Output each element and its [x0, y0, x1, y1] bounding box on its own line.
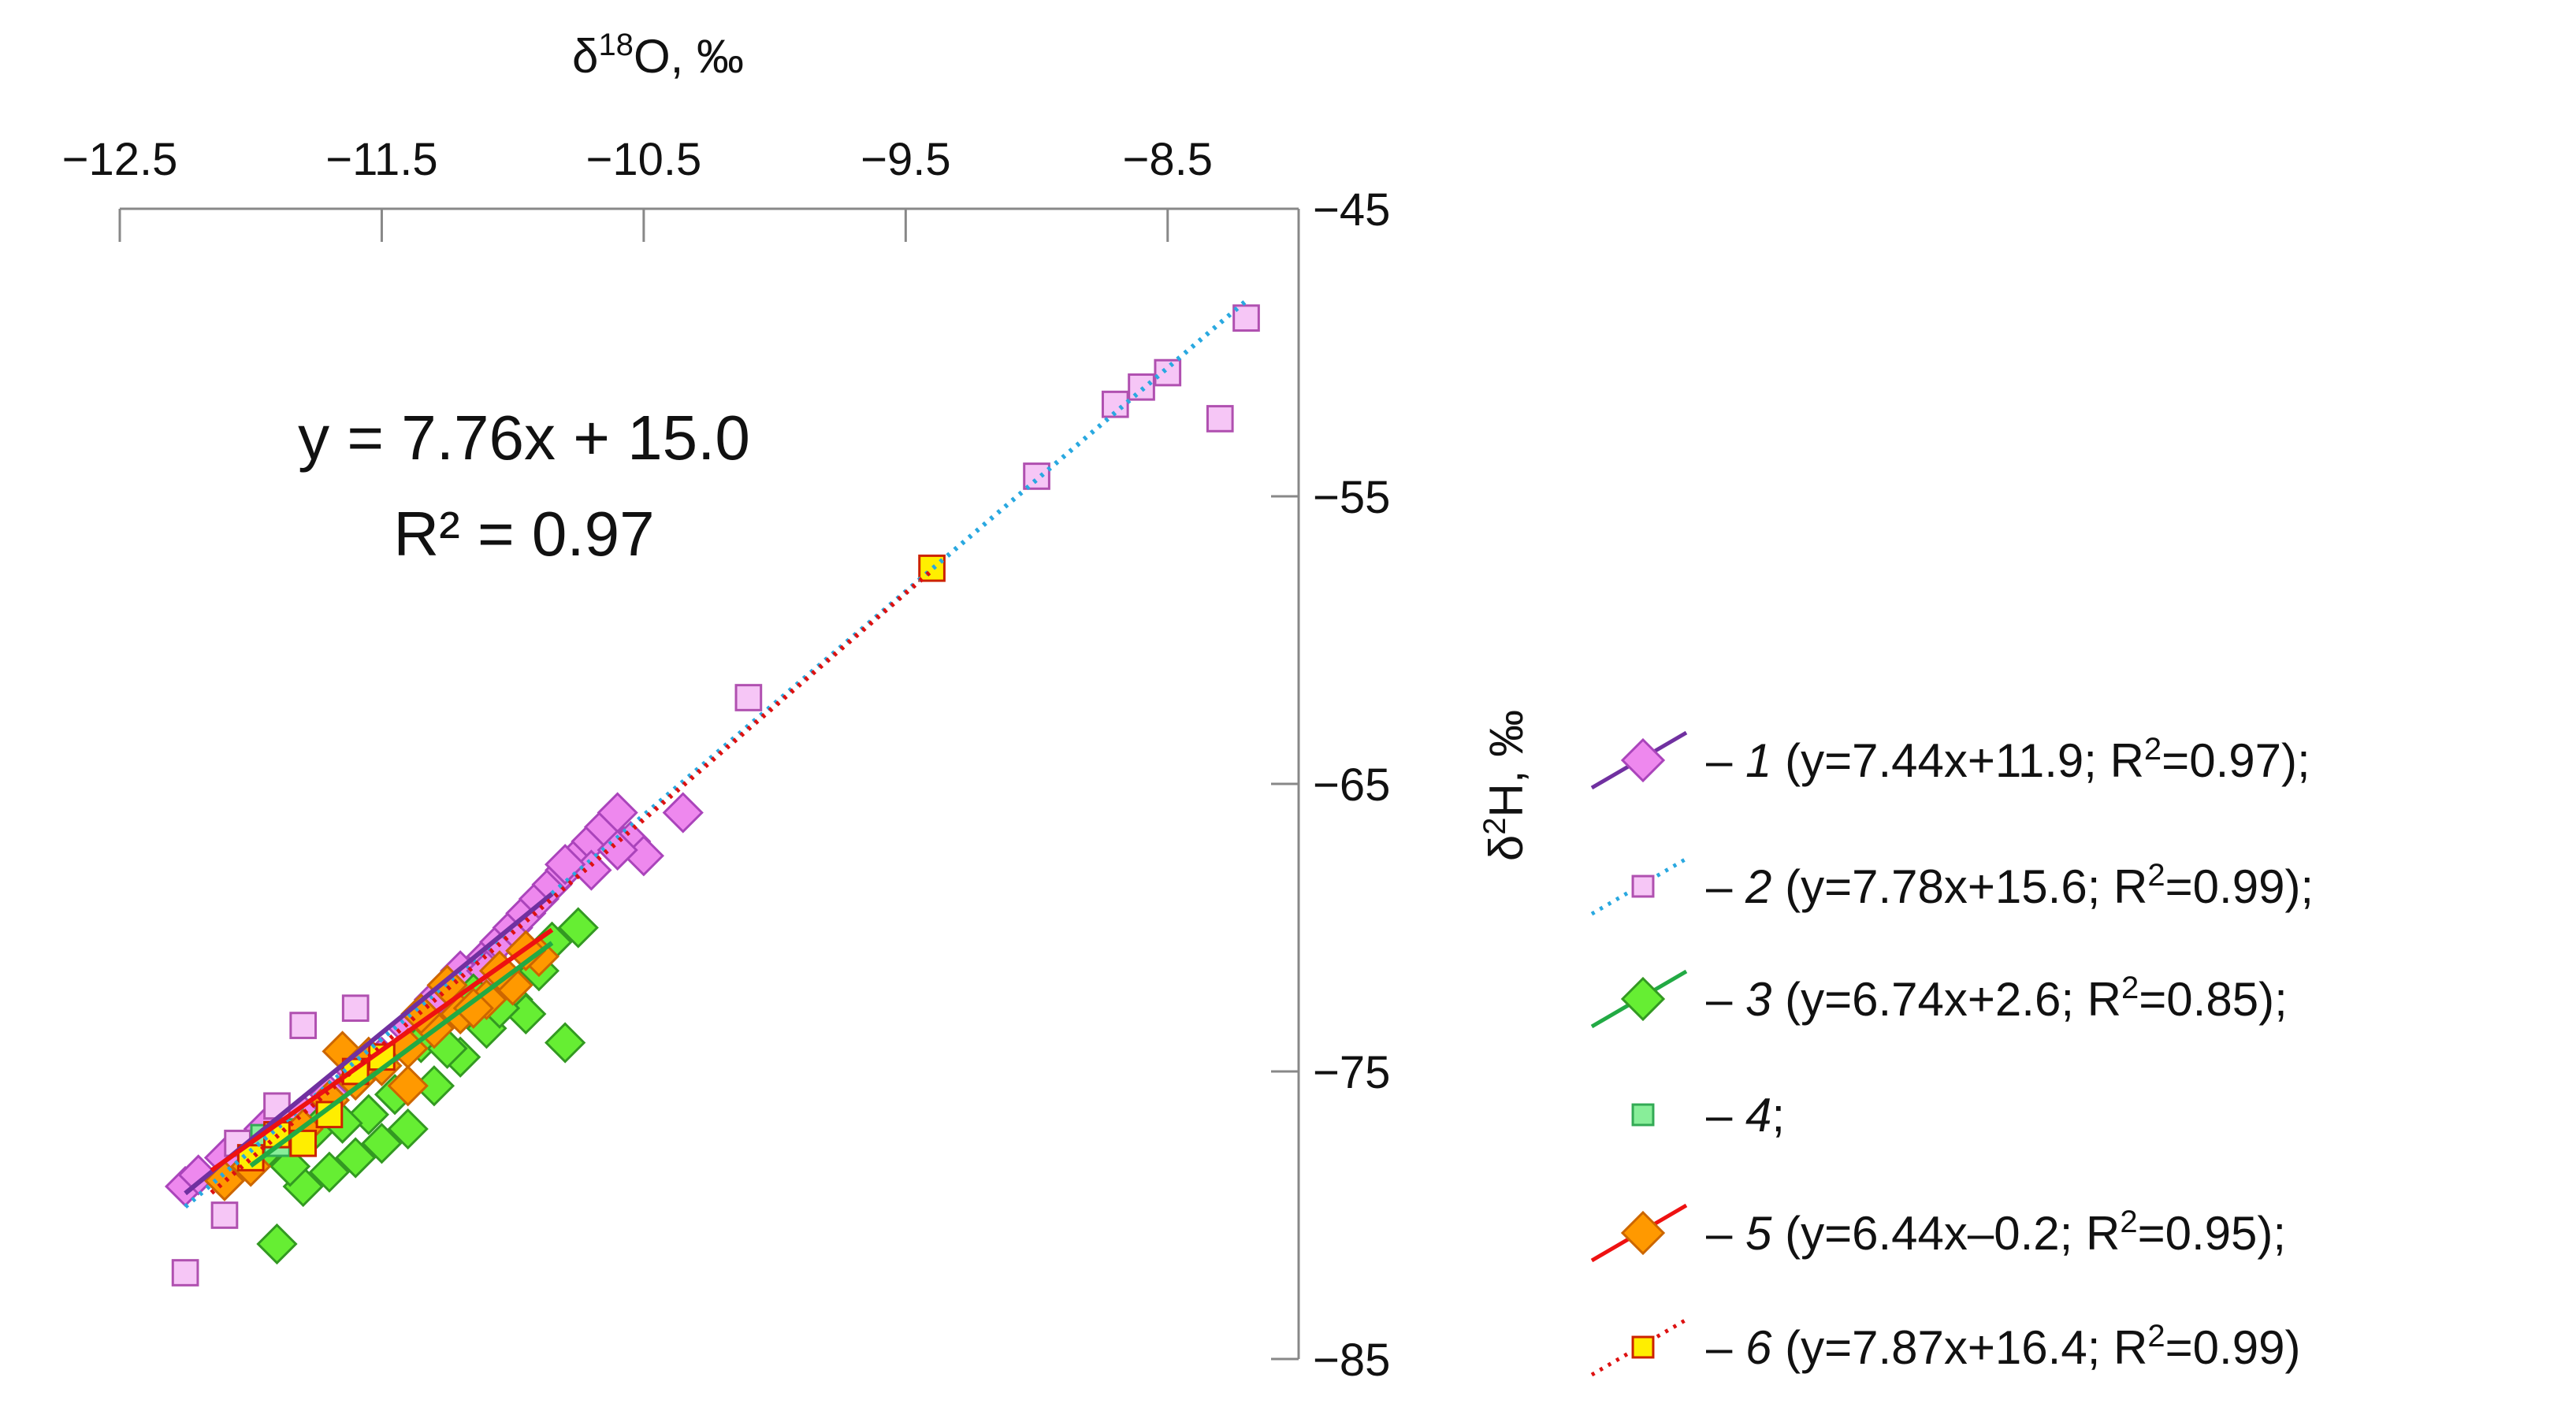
legend-label: – 3 (y=6.74x+2.6; R2=0.85);	[1706, 971, 2288, 1026]
y-axis-title: δ2H, ‰	[1478, 710, 1533, 861]
data-point	[171, 1259, 199, 1287]
x-axis-title-sup: 18	[598, 28, 634, 62]
x-tick-label: −12.5	[62, 134, 178, 185]
y-tick-label: −75	[1313, 1047, 1390, 1098]
plot-area	[164, 299, 1260, 1287]
legend-item-1: – 1 (y=7.44x+11.9; R2=0.97);	[1590, 730, 2310, 790]
data-point	[557, 907, 599, 949]
data-point	[1206, 405, 1234, 433]
legend-label: – 1 (y=7.44x+11.9; R2=0.97);	[1706, 732, 2310, 787]
data-point	[335, 1137, 377, 1179]
data-point	[734, 684, 763, 711]
data-point	[263, 1092, 291, 1120]
data-point	[918, 554, 946, 582]
data-point	[387, 1065, 429, 1107]
y-axis-title-sup: 2	[1478, 818, 1512, 835]
data-point	[387, 1108, 429, 1150]
legend-label: – 4;	[1706, 1089, 1785, 1142]
legend-marker	[1631, 874, 1655, 898]
legend: – 1 (y=7.44x+11.9; R2=0.97); – 2 (y=7.78x…	[1590, 730, 2314, 1377]
x-axis: −12.5 −11.5 −10.5 −9.5 −8.5	[62, 134, 1299, 242]
series-2-points	[171, 304, 1260, 1287]
overall-equation-line2: R² = 0.97	[393, 499, 654, 569]
y-tick-label: −55	[1313, 472, 1390, 523]
data-point	[308, 1151, 351, 1193]
data-point	[452, 987, 494, 1029]
overall-equation: y = 7.76x + 15.0 R² = 0.97	[298, 403, 750, 569]
legend-item-6: – 6 (y=7.87x+16.4; R2=0.99)	[1590, 1317, 2300, 1377]
legend-marker	[1631, 1103, 1655, 1127]
x-tick-label: −11.5	[325, 134, 437, 185]
y-axis-title-rest: H, ‰	[1480, 710, 1533, 818]
y-tick-label: −45	[1313, 184, 1390, 236]
x-tick-label: −9.5	[861, 134, 951, 185]
trend-line-series-5	[210, 927, 554, 1173]
legend-item-3: – 3 (y=6.74x+2.6; R2=0.85);	[1590, 969, 2288, 1029]
legend-marker	[1620, 737, 1666, 783]
x-tick-label: −8.5	[1123, 134, 1214, 185]
trend-line-series-3	[249, 941, 554, 1168]
y-axis-title-main: δ	[1480, 835, 1533, 861]
x-axis-title-rest: O, ‰	[634, 30, 744, 83]
y-tick-label: −85	[1313, 1335, 1390, 1386]
data-point	[662, 792, 704, 834]
y-tick-label: −65	[1313, 759, 1390, 811]
data-point	[1154, 358, 1182, 387]
legend-marker	[1620, 976, 1666, 1022]
data-point	[341, 994, 370, 1023]
data-point	[1023, 462, 1050, 490]
legend-label: – 5 (y=6.44x–0.2; R2=0.95);	[1706, 1205, 2286, 1260]
legend-label: – 2 (y=7.78x+15.6; R2=0.99);	[1706, 858, 2314, 913]
x-tick-label: −10.5	[586, 134, 702, 185]
data-point	[256, 1223, 298, 1265]
overall-equation-line1: y = 7.76x + 15.0	[298, 403, 750, 473]
data-point	[545, 1022, 586, 1064]
trend-lines	[184, 299, 1248, 1209]
data-point	[1101, 390, 1129, 418]
x-axis-title: δ18O, ‰	[572, 28, 744, 83]
legend-item-2: – 2 (y=7.78x+15.6; R2=0.99);	[1590, 856, 2314, 916]
data-point	[361, 1123, 403, 1164]
data-point	[289, 1012, 318, 1039]
legend-item-4: – 4;	[1631, 1089, 1785, 1142]
x-axis-title-main: δ	[572, 30, 598, 83]
legend-item-5: – 5 (y=6.44x–0.2; R2=0.95);	[1590, 1203, 2286, 1263]
legend-label: – 6 (y=7.87x+16.4; R2=0.99)	[1706, 1319, 2300, 1374]
y-axis: −45 −55 −65 −75 −85	[1271, 184, 1390, 1386]
data-point	[597, 829, 638, 871]
legend-marker	[1620, 1210, 1666, 1256]
legend-marker	[1631, 1335, 1655, 1359]
data-point	[210, 1201, 239, 1229]
